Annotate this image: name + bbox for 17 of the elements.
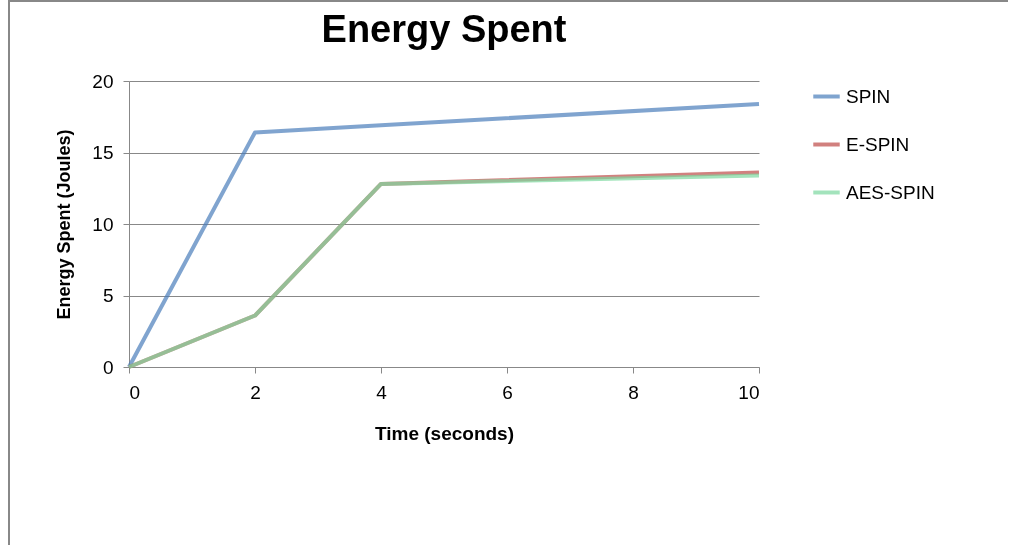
y-tick-label: 15 xyxy=(92,142,114,163)
chart-title: Energy Spent xyxy=(321,8,567,50)
y-tick-label: 5 xyxy=(102,285,114,306)
y-tick-label: 0 xyxy=(102,356,114,378)
x-tick-label: 0 xyxy=(129,381,141,403)
y-axis-title: Energy Spent (Joules) xyxy=(54,129,75,320)
x-tick-label: 10 xyxy=(738,381,760,403)
x-axis-title: Time (seconds) xyxy=(374,422,515,444)
x-tick-label: 2 xyxy=(250,381,261,403)
legend-label: E-SPIN xyxy=(846,133,910,155)
x-tick-label: 8 xyxy=(628,381,639,403)
x-tick-label: 6 xyxy=(502,381,513,403)
legend-label: AES-SPIN xyxy=(846,181,935,203)
legend-label: SPIN xyxy=(846,85,891,107)
y-tick-label: 10 xyxy=(92,213,114,235)
x-tick-label: 4 xyxy=(376,381,388,403)
y-tick-label: 20 xyxy=(92,70,114,92)
